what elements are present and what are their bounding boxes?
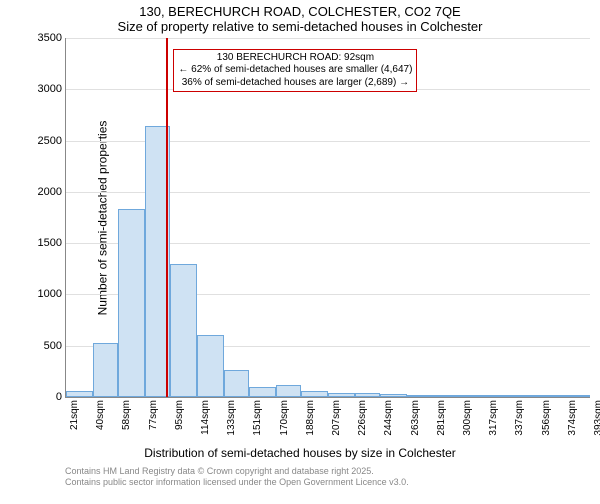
x-tick-label: 393sqm <box>593 400 600 436</box>
histogram-bar <box>407 395 432 397</box>
annotation-line: 130 BERECHURCH ROAD: 92sqm <box>178 52 412 65</box>
histogram-bar <box>118 209 145 397</box>
histogram-bar <box>170 264 197 397</box>
x-tick-label: 300sqm <box>462 400 473 436</box>
x-tick-label: 95sqm <box>174 400 185 430</box>
x-tick-label: 263sqm <box>410 400 421 436</box>
y-tick-label: 2500 <box>38 135 66 147</box>
histogram-bar <box>459 395 483 397</box>
histogram-bar <box>380 394 407 397</box>
chart-title-line2: Size of property relative to semi-detach… <box>0 19 600 34</box>
y-tick-label: 0 <box>56 391 66 403</box>
histogram-bar <box>538 395 563 397</box>
attribution-line2: Contains public sector information licen… <box>65 477 600 488</box>
histogram-bar <box>93 343 118 397</box>
chart-title-line1: 130, BERECHURCH ROAD, COLCHESTER, CO2 7Q… <box>0 4 600 19</box>
y-tick-label: 2000 <box>38 186 66 198</box>
x-tick-label: 374sqm <box>567 400 578 436</box>
annotation-line: ← 62% of semi-detached houses are smalle… <box>178 64 412 77</box>
histogram-bar <box>328 393 355 397</box>
histogram-bar <box>511 395 538 397</box>
attribution: Contains HM Land Registry data © Crown c… <box>65 466 600 488</box>
grid-line <box>66 38 590 39</box>
y-tick-label: 3500 <box>38 32 66 44</box>
y-tick-label: 3000 <box>38 83 66 95</box>
histogram-bar <box>563 395 590 397</box>
x-tick-label: 244sqm <box>383 400 394 436</box>
histogram-bar <box>432 395 459 397</box>
y-tick-label: 500 <box>44 340 66 352</box>
x-tick-label: 21sqm <box>69 400 80 430</box>
x-tick-label: 207sqm <box>331 400 342 436</box>
histogram-bar <box>66 391 93 397</box>
histogram-bar <box>276 385 301 397</box>
histogram-bar <box>355 393 380 397</box>
x-tick-label: 317sqm <box>488 400 499 436</box>
x-tick-label: 58sqm <box>121 400 132 430</box>
histogram-bar <box>249 387 276 397</box>
chart-area: Number of semi-detached properties 05001… <box>65 38 590 398</box>
x-tick-label: 337sqm <box>514 400 525 436</box>
x-tick-label: 133sqm <box>226 400 237 436</box>
y-tick-label: 1000 <box>38 288 66 300</box>
x-tick-label: 114sqm <box>200 400 211 435</box>
marker-line <box>166 38 168 397</box>
x-axis-label: Distribution of semi-detached houses by … <box>0 446 600 460</box>
plot-area: 050010001500200025003000350021sqm40sqm58… <box>65 38 590 398</box>
x-tick-label: 188sqm <box>305 400 316 436</box>
histogram-bar <box>224 370 249 397</box>
x-tick-label: 77sqm <box>148 400 159 430</box>
x-tick-label: 170sqm <box>279 400 290 436</box>
x-tick-label: 356sqm <box>541 400 552 436</box>
x-tick-label: 151sqm <box>252 400 263 436</box>
annotation-box: 130 BERECHURCH ROAD: 92sqm← 62% of semi-… <box>173 49 417 93</box>
y-tick-label: 1500 <box>38 237 66 249</box>
attribution-line1: Contains HM Land Registry data © Crown c… <box>65 466 600 477</box>
x-tick-label: 40sqm <box>95 400 106 430</box>
x-tick-label: 281sqm <box>436 400 447 436</box>
histogram-bar <box>483 395 511 397</box>
x-tick-label: 226sqm <box>357 400 368 436</box>
annotation-line: 36% of semi-detached houses are larger (… <box>178 77 412 90</box>
histogram-bar <box>301 391 328 397</box>
histogram-bar <box>197 335 224 397</box>
